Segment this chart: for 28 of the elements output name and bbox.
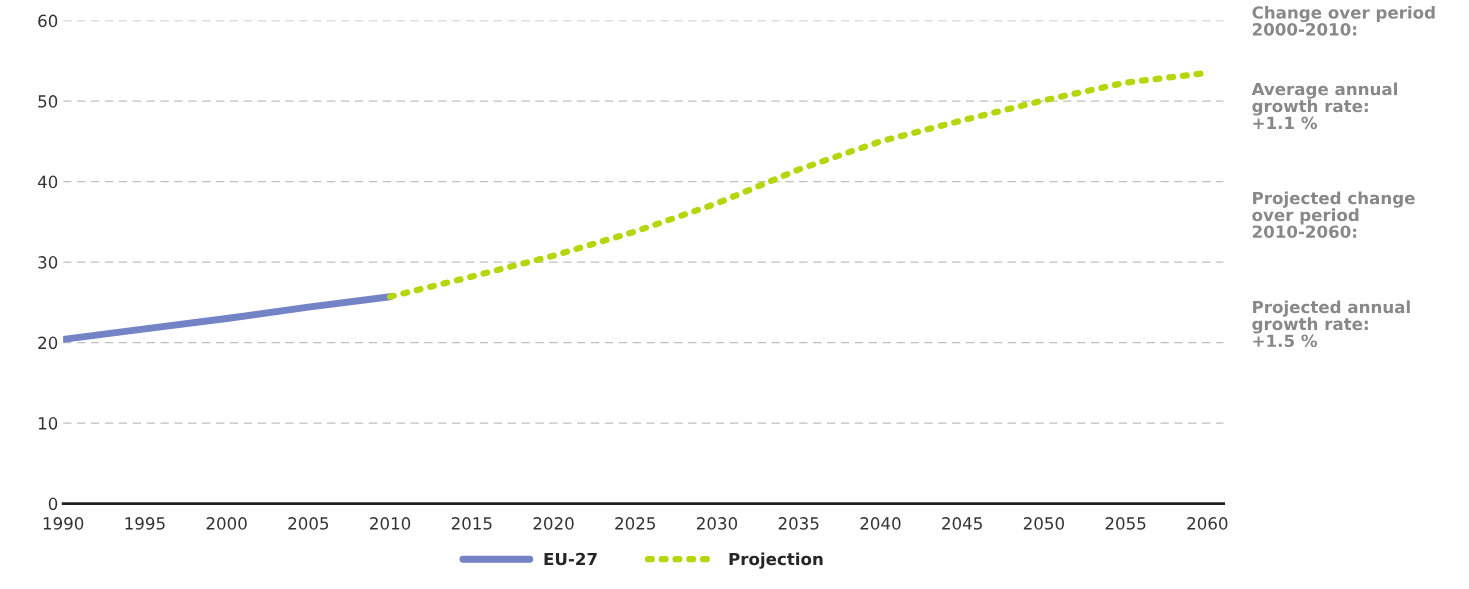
x-tick-label: 2035 [778, 517, 819, 530]
text: Projected change over period 2010-2060: [1252, 191, 1415, 238]
y-tick-label: 30 [38, 256, 58, 269]
x-tick-label: 2060 [1187, 517, 1228, 530]
text: Change over period 2000-2010: [1252, 5, 1435, 36]
x-tick-label: 2055 [1105, 517, 1146, 530]
x-tick-label: 2050 [1023, 517, 1064, 530]
x-tick-label: 2045 [942, 517, 982, 530]
y-tick-label: 50 [38, 95, 58, 108]
x-tick-label: 2020 [533, 517, 574, 530]
text: Average annual growth rate: +1.1 % [1251, 82, 1397, 130]
y-tick-label: 0 [48, 497, 58, 511]
x-tick-label: 2005 [288, 517, 329, 530]
x-tick-label: 2040 [860, 517, 901, 530]
y-tick-label: 20 [38, 336, 58, 350]
x-tick-label: 2010 [370, 517, 411, 530]
legend-label: EU-27 [544, 552, 597, 566]
x-tick-label: 1990 [43, 517, 84, 530]
y-tick-label: 10 [38, 417, 58, 430]
y-tick-label: 40 [37, 175, 58, 189]
text: Projected annual growth rate: +1.5 % [1252, 300, 1410, 348]
y-tick-label: 60 [38, 14, 58, 28]
x-tick-label: 2000 [206, 517, 247, 530]
x-tick-label: 2030 [696, 517, 738, 530]
x-tick-label: 1995 [125, 517, 165, 530]
x-tick-label: 2025 [615, 517, 655, 530]
x-tick-label: 2015 [451, 517, 492, 530]
legend-label: Projection [729, 552, 823, 569]
